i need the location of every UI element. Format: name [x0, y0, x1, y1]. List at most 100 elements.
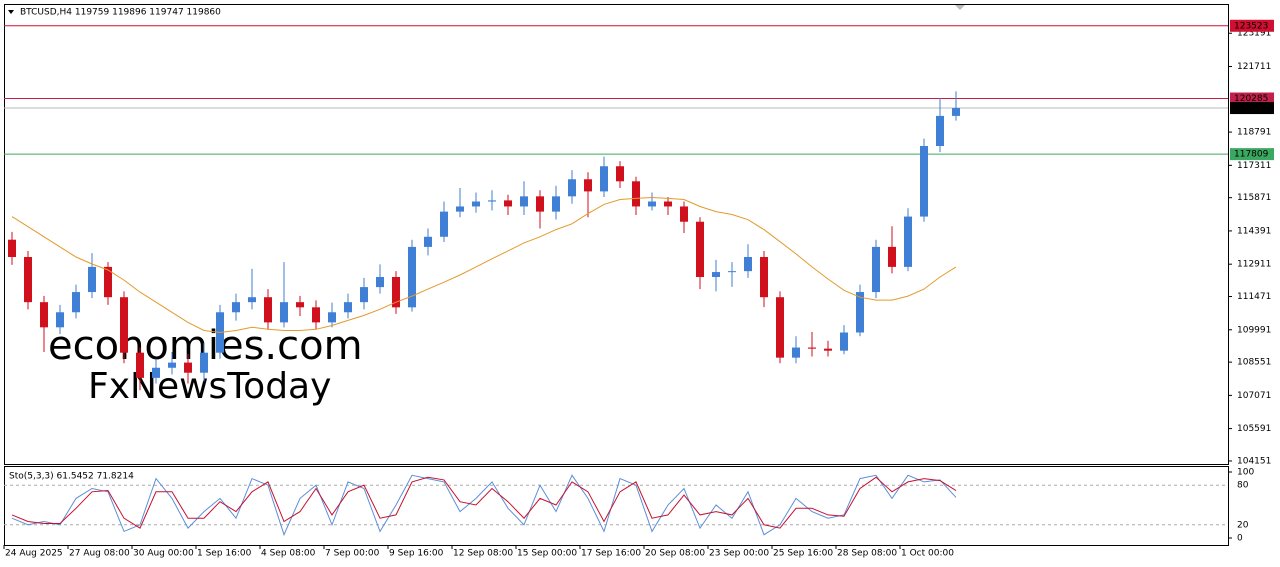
y-tick-label: 115871 — [1237, 193, 1271, 203]
x-tick-label: 28 Sep 08:00 — [837, 549, 897, 559]
y-tick-label: 118791 — [1237, 128, 1271, 138]
x-tick-label: 9 Sep 16:00 — [389, 549, 444, 559]
y-tick-label: 104151 — [1237, 456, 1271, 466]
candle-body — [56, 312, 64, 328]
price-tag — [1230, 148, 1274, 161]
candle-body — [680, 206, 688, 222]
candle-body — [392, 276, 400, 308]
candle-body — [872, 246, 880, 293]
candle-body — [120, 297, 128, 353]
candle-body — [312, 307, 320, 323]
price-tag — [1230, 102, 1274, 115]
candle-body — [376, 276, 384, 288]
candle-body — [296, 302, 304, 308]
x-tick-label: 1 Oct 00:00 — [901, 549, 954, 559]
candle-body — [552, 196, 560, 212]
candle-body — [568, 179, 576, 197]
candle-body — [584, 179, 592, 192]
y-tick-label: 80 — [1237, 481, 1249, 491]
y-tick-label: 105591 — [1237, 424, 1271, 434]
price-tag-label: 119860 — [1234, 104, 1269, 114]
candle-body — [8, 239, 16, 258]
candle-body — [904, 216, 912, 267]
y-tick-label: 111471 — [1237, 292, 1271, 302]
candle-body — [888, 246, 896, 267]
candle-body — [232, 302, 240, 313]
candle-body — [808, 347, 816, 349]
candle-body — [280, 302, 288, 323]
stochastic-line — [11, 474, 957, 537]
candle-body — [760, 257, 768, 298]
candle-body — [792, 347, 800, 358]
y-tick-label: 112911 — [1237, 260, 1271, 270]
x-tick-label: 7 Sep 00:00 — [325, 549, 380, 559]
menu-arrow[interactable] — [8, 10, 14, 14]
price-tag — [1230, 92, 1274, 105]
moving-average — [11, 196, 957, 334]
candle-body — [536, 196, 544, 212]
y-tick-label: 108551 — [1237, 358, 1271, 368]
candle-body — [200, 352, 208, 373]
y-tick-label: 114391 — [1237, 226, 1271, 236]
candle-body — [696, 221, 704, 277]
candle-body — [184, 362, 192, 373]
candle-body — [936, 115, 944, 147]
x-tick-label: 17 Sep 16:00 — [581, 549, 641, 559]
x-tick-label: 4 Sep 08:00 — [261, 549, 316, 559]
candle-body — [920, 146, 928, 217]
y-tick-label: 0 — [1237, 534, 1243, 544]
price-tag-label: 123523 — [1234, 21, 1268, 31]
candle-body — [440, 211, 448, 237]
candle-body — [664, 201, 672, 207]
stochastic-line — [11, 476, 957, 529]
candle-body — [72, 292, 80, 313]
x-tick-label: 15 Sep 00:00 — [517, 549, 577, 559]
x-tick-label: 27 Aug 08:00 — [69, 549, 130, 559]
candle-body — [408, 246, 416, 308]
x-tick-label: 12 Sep 08:00 — [453, 549, 513, 559]
x-tick-label: 24 Aug 2025 — [5, 549, 63, 559]
y-tick-label: 20 — [1237, 520, 1249, 530]
candle-body — [600, 166, 608, 192]
candle-body — [248, 297, 256, 303]
y-tick-label: 109991 — [1237, 325, 1271, 335]
indicator-title: Sto(5,3,3) 61.5452 71.8214 — [9, 472, 134, 482]
candle-body — [520, 196, 528, 207]
price-tag — [1230, 19, 1274, 32]
candle-body — [776, 297, 784, 358]
y-tick-label: 107071 — [1237, 391, 1271, 401]
price-tag-label: 120285 — [1234, 94, 1268, 104]
shift-marker — [955, 5, 965, 10]
candle-body — [88, 266, 96, 293]
stochastic-pane — [4, 466, 1229, 546]
candle-body — [856, 292, 864, 333]
watermark-text: FxNewsToday — [88, 366, 331, 407]
candle-body — [424, 236, 432, 247]
price-tag-label: 117809 — [1234, 150, 1269, 160]
candle-body — [152, 367, 160, 378]
candle-body — [728, 271, 736, 273]
x-tick-label: 30 Aug 00:00 — [133, 549, 194, 559]
symbol-title: BTCUSD,H4 119759 119896 119747 119860 — [20, 8, 221, 18]
candle-body — [40, 302, 48, 328]
x-tick-label: 1 Sep 16:00 — [197, 549, 252, 559]
candle-body — [344, 302, 352, 313]
candle-body — [648, 201, 656, 207]
candle-body — [104, 266, 112, 298]
y-tick-label: 121711 — [1237, 62, 1271, 72]
candle-body — [632, 181, 640, 207]
candle-body — [24, 257, 32, 303]
candle-body — [488, 200, 496, 202]
y-tick-label: 123191 — [1237, 29, 1271, 39]
candle-body — [952, 108, 960, 116]
candle-body — [616, 166, 624, 182]
candle-body — [328, 312, 336, 323]
x-tick-label: 23 Sep 00:00 — [709, 549, 769, 559]
candle-body — [472, 201, 480, 207]
candle-body — [168, 362, 176, 368]
y-tick-label: 117311 — [1237, 161, 1271, 171]
candle-body — [136, 352, 144, 378]
candle-body — [360, 287, 368, 303]
candle-body — [504, 200, 512, 207]
